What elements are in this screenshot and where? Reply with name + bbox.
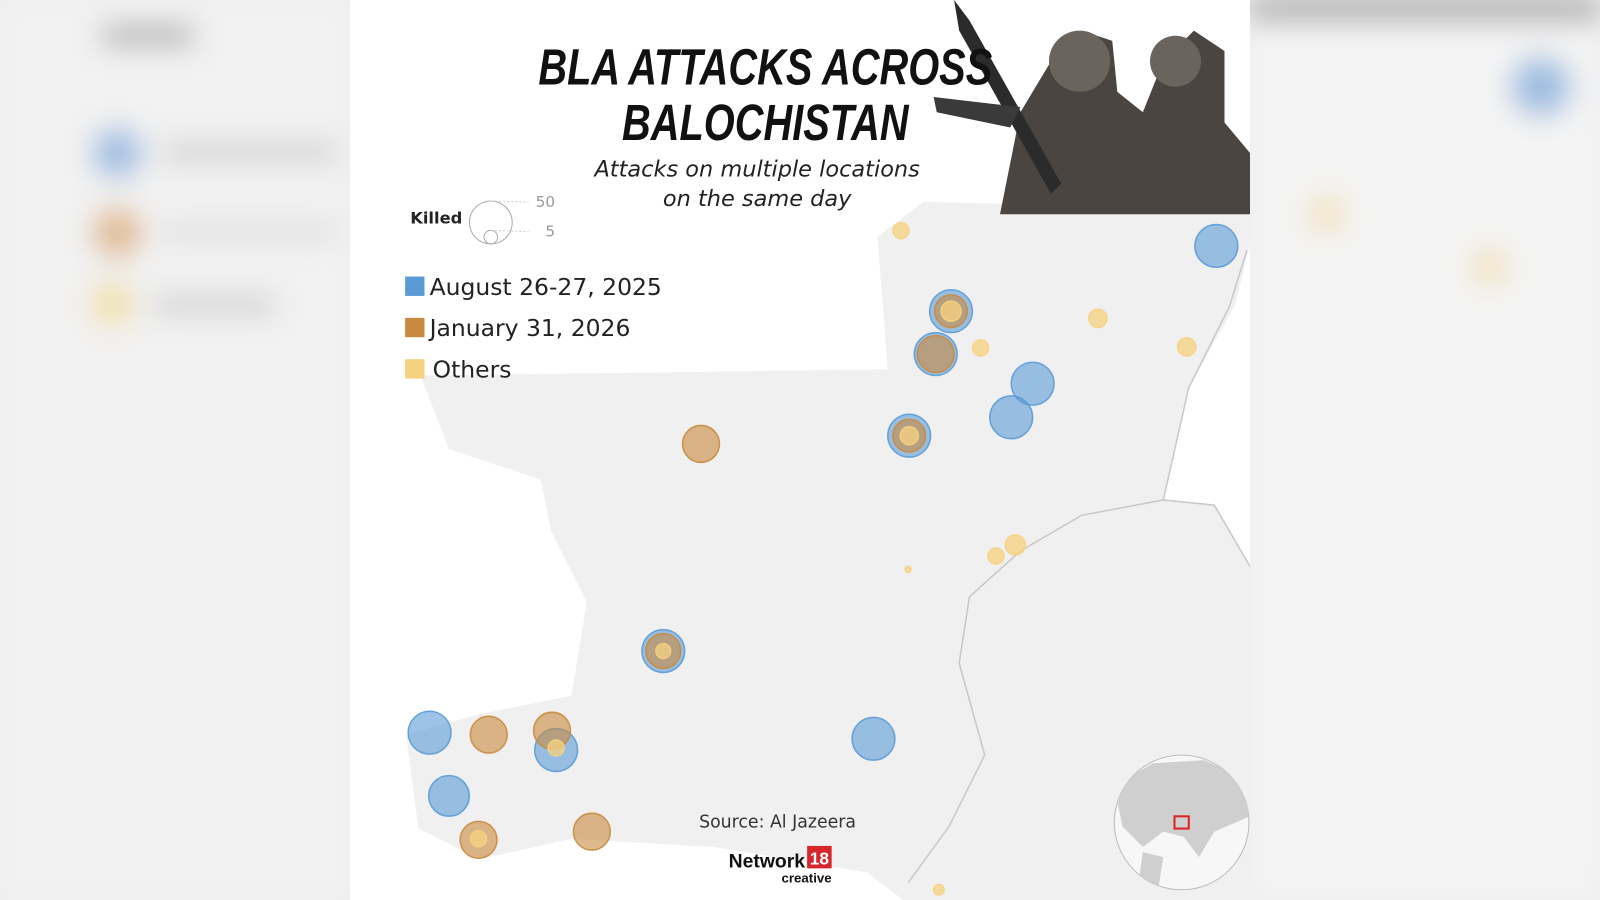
size-legend-value: 5 bbox=[545, 223, 555, 241]
legend-swatch bbox=[405, 317, 425, 338]
marker bbox=[987, 547, 1005, 565]
logo-name: Network bbox=[729, 850, 806, 872]
legend-label: Others bbox=[433, 356, 512, 384]
logo-tagline: creative bbox=[782, 871, 832, 886]
source: Source: Al Jazeera bbox=[699, 813, 856, 833]
subtitle: Attacks on multiple locations bbox=[592, 157, 920, 183]
marker bbox=[469, 715, 508, 754]
marker bbox=[971, 339, 990, 357]
globe bbox=[1113, 754, 1250, 891]
marker bbox=[681, 424, 721, 464]
border-line bbox=[1163, 499, 1251, 567]
marker bbox=[1004, 534, 1027, 556]
marker bbox=[932, 883, 945, 896]
legend-label: August 26-27, 2025 bbox=[430, 273, 662, 301]
marker bbox=[1194, 223, 1239, 269]
marker bbox=[851, 716, 896, 761]
marker bbox=[916, 334, 955, 374]
logo-number: 18 bbox=[810, 848, 830, 868]
title: BLA ATTACKS ACROSS bbox=[538, 39, 992, 96]
logo: Network 18 creative bbox=[729, 845, 832, 886]
marker bbox=[1088, 308, 1108, 329]
marker bbox=[427, 774, 471, 818]
subtitle: on the same day bbox=[663, 186, 852, 212]
markers bbox=[407, 221, 1239, 896]
marker bbox=[892, 221, 910, 240]
size-legend-label: Killed bbox=[410, 208, 462, 227]
title: BALOCHISTAN bbox=[622, 94, 909, 151]
marker bbox=[899, 425, 920, 446]
marker bbox=[572, 812, 612, 851]
marker bbox=[469, 829, 488, 848]
legend-swatch bbox=[405, 276, 425, 296]
illustration bbox=[933, 0, 1250, 215]
logo-badge bbox=[807, 845, 832, 869]
legend-label: January 31, 2026 bbox=[428, 314, 631, 342]
marker bbox=[904, 565, 912, 574]
legend-swatch bbox=[405, 359, 425, 379]
marker bbox=[407, 710, 452, 755]
marker bbox=[547, 739, 565, 757]
marker bbox=[1176, 337, 1197, 357]
marker bbox=[940, 300, 962, 323]
marker bbox=[989, 395, 1034, 440]
size-legend-value: 50 bbox=[536, 193, 555, 211]
marker bbox=[1010, 361, 1055, 406]
marker bbox=[655, 642, 672, 660]
